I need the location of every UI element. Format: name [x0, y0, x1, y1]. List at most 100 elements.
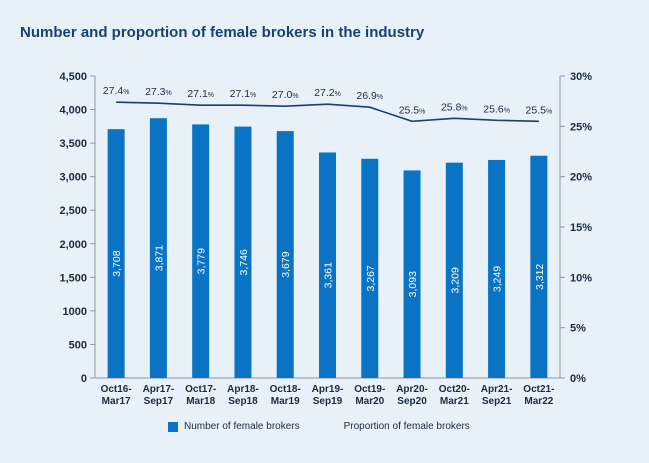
x-tick-label-line: Mar19: [271, 396, 300, 407]
line-value-percent: %: [250, 92, 256, 99]
y-left-tick-label: 1,500: [59, 272, 87, 284]
line-value-label: 27.2%: [314, 87, 341, 99]
y-left-tick-label: 2,500: [59, 205, 87, 217]
x-tick-label: Oct21-Mar22: [523, 384, 554, 407]
x-tick-label-line: Mar22: [524, 396, 553, 407]
x-tick-label: Apr19-Sep19: [312, 384, 344, 407]
line-value-label: 25.6%: [483, 103, 510, 115]
x-tick-label: Oct17-Mar18: [185, 384, 216, 407]
x-tick-label-line: Mar20: [355, 396, 384, 407]
x-tick-label: Apr20-Sep20: [396, 384, 428, 407]
bar: [234, 126, 252, 378]
bar: [149, 118, 167, 378]
y-left-tick-label: 4,000: [59, 105, 87, 117]
bar-value-label: 3,249: [492, 266, 504, 292]
line-value-percent: %: [166, 90, 172, 97]
legend-label-line: Proportion of female brokers: [343, 421, 470, 432]
line-value-label: 25.8%: [441, 101, 468, 113]
y-left-tick-label: 500: [69, 339, 87, 351]
y-left-tick-label: 1000: [63, 306, 87, 318]
x-tick-label: Apr21-Sep21: [481, 384, 513, 407]
line-value-percent: %: [546, 108, 552, 115]
proportion-line: [116, 101, 539, 123]
x-tick-label-line: Oct16-: [101, 384, 132, 395]
x-tick-label-line: Mar18: [186, 396, 215, 407]
bar-value-label: 3,779: [196, 248, 208, 274]
x-tick-label-line: Sep18: [228, 396, 258, 407]
x-tick-label-line: Sep19: [313, 396, 343, 407]
bar-value-label: 3,708: [111, 250, 123, 276]
x-tick-label-line: Oct20-: [439, 384, 470, 395]
y-right-tick-label: 30%: [570, 71, 592, 83]
line-value-label: 27.0%: [272, 89, 299, 101]
y-right-tick-label: 10%: [570, 272, 592, 284]
bar-value-label: 3,209: [449, 267, 461, 293]
x-tick-label: Oct20-Mar21: [439, 384, 470, 407]
x-tick-label: Oct18-Mar19: [270, 384, 301, 407]
bar: [488, 159, 506, 378]
line-value-percent: %: [377, 94, 383, 101]
y-left-tick-label: 4,500: [59, 71, 87, 83]
y-right-tick-label: 0%: [570, 373, 586, 385]
bar: [445, 162, 463, 378]
x-tick-label: Apr17-Sep17: [143, 384, 175, 407]
line-value-number: 27.1: [187, 88, 208, 100]
bar: [530, 155, 548, 378]
bar-value-label: 3,679: [280, 251, 292, 277]
x-tick-label-line: Sep17: [144, 396, 174, 407]
x-tick-label-line: Sep20: [397, 396, 427, 407]
legend-label-bars: Number of female brokers: [184, 421, 300, 432]
x-tick-label-line: Oct17-: [185, 384, 216, 395]
legend-swatch-bars: [168, 421, 178, 432]
bar: [107, 129, 125, 378]
x-tick-label-line: Mar17: [102, 396, 131, 407]
x-tick-label-line: Apr21-: [481, 384, 513, 395]
bar-value-label: 3,312: [534, 264, 546, 290]
bar: [319, 152, 336, 378]
line-value-number: 27.4: [103, 85, 124, 97]
line-value-number: 25.5: [399, 104, 420, 116]
x-tick-label: Apr18-Sep18: [227, 384, 259, 407]
bar: [403, 170, 421, 378]
y-right-tick-label: 5%: [570, 323, 586, 335]
bar: [192, 124, 210, 378]
line-value-number: 27.2: [314, 87, 335, 99]
x-tick-label-line: Mar21: [440, 396, 469, 407]
line-value-label: 25.5%: [526, 104, 553, 116]
line-value-number: 25.5: [526, 104, 547, 116]
bar: [361, 158, 379, 378]
line-value-number: 27.0: [272, 89, 293, 101]
x-tick-label-line: Sep21: [482, 396, 512, 407]
line-value-number: 26.9: [356, 90, 377, 102]
x-tick-label-line: Oct21-: [523, 384, 554, 395]
x-tick-label: Oct16-Mar17: [101, 384, 132, 407]
line-value-percent: %: [292, 93, 298, 100]
line-value-percent: %: [461, 105, 467, 112]
bar-value-label: 3,746: [238, 249, 250, 275]
legend-item-bars: Number of female brokers: [168, 421, 300, 432]
line-value-number: 25.6: [483, 103, 504, 115]
bar-value-label: 3,267: [365, 265, 377, 291]
y-right-tick-label: 25%: [570, 121, 592, 133]
line-value-label: 27.1%: [230, 88, 257, 100]
bar-value-label: 3,093: [407, 271, 419, 297]
x-tick-label-line: Oct19-: [354, 384, 385, 395]
line-value-number: 27.1: [230, 88, 251, 100]
bar-value-label: 3,361: [323, 262, 335, 288]
line-value-label: 26.9%: [356, 90, 383, 102]
chart-title: Number and proportion of female brokers …: [20, 24, 425, 41]
line-value-label: 27.3%: [145, 86, 172, 98]
y-left-tick-label: 2,000: [59, 239, 87, 251]
x-tick-label: Oct19-Mar20: [354, 384, 385, 407]
line-value-label: 27.4%: [103, 85, 130, 97]
bar: [276, 131, 294, 378]
y-left-tick-label: 3,000: [59, 172, 87, 184]
line-value-number: 25.8: [441, 101, 462, 113]
x-tick-label-line: Apr19-: [312, 384, 344, 395]
x-tick-label-line: Apr17-: [143, 384, 175, 395]
line-value-label: 25.5%: [399, 104, 426, 116]
x-tick-label-line: Apr20-: [396, 384, 428, 395]
line-value-percent: %: [208, 92, 214, 99]
line-value-number: 27.3: [145, 86, 166, 98]
